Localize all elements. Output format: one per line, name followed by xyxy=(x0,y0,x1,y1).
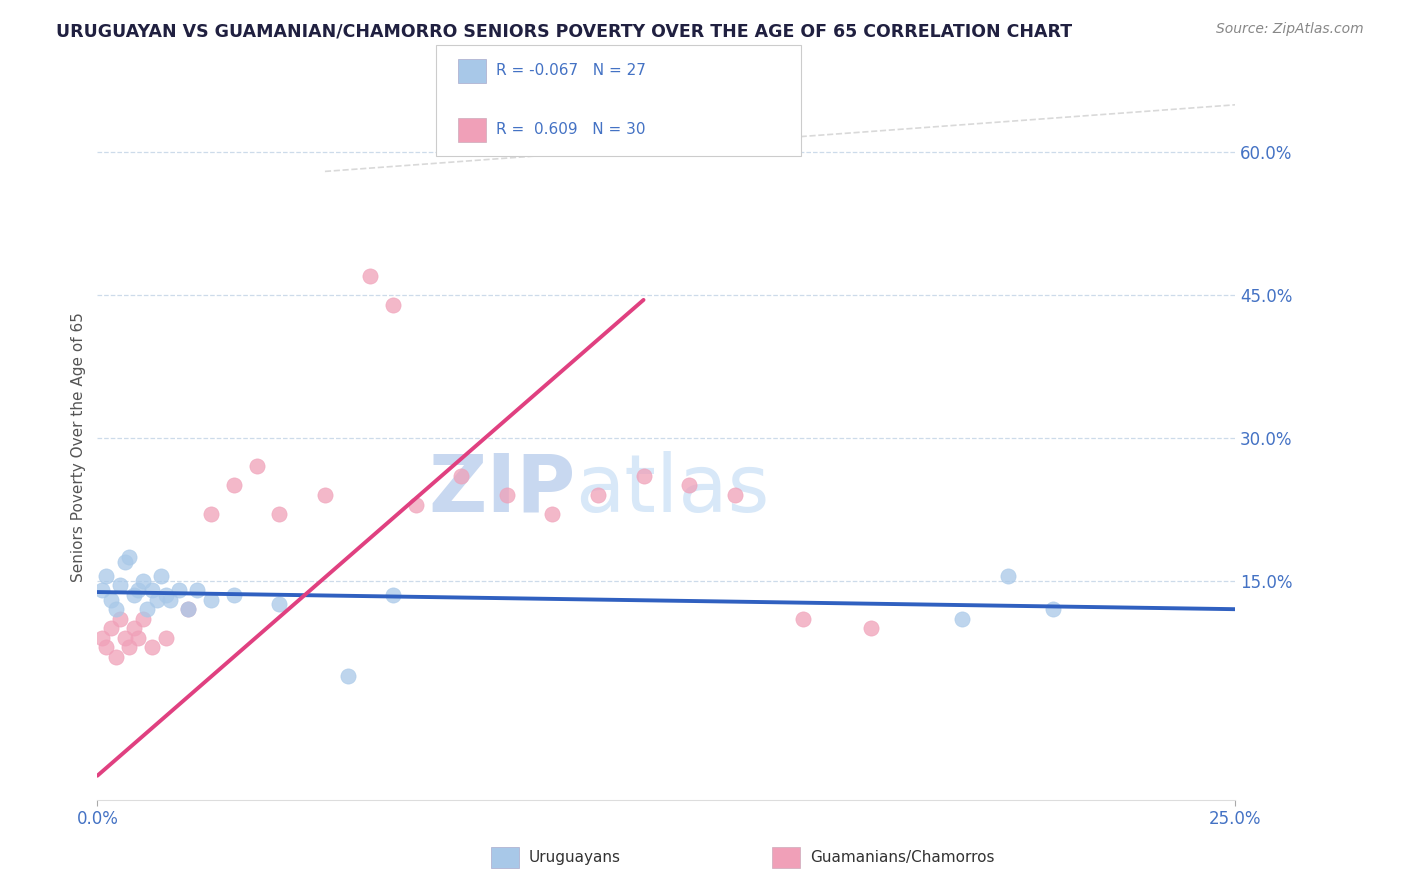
Point xyxy=(382,298,405,312)
Point xyxy=(633,469,655,483)
Point xyxy=(122,588,145,602)
Point xyxy=(359,269,381,284)
Point xyxy=(136,602,159,616)
Point xyxy=(382,588,405,602)
Point xyxy=(96,569,118,583)
Point xyxy=(150,569,173,583)
Point xyxy=(104,602,127,616)
Point xyxy=(177,602,200,616)
Point xyxy=(127,583,149,598)
Point xyxy=(96,640,118,655)
Point xyxy=(141,640,163,655)
Point xyxy=(678,478,700,492)
Point xyxy=(177,602,200,616)
Point xyxy=(132,574,155,588)
Point xyxy=(155,631,177,645)
Point xyxy=(104,649,127,664)
Text: Guamanians/Chamorros: Guamanians/Chamorros xyxy=(810,850,994,864)
Text: atlas: atlas xyxy=(575,450,769,529)
Point xyxy=(186,583,208,598)
Point xyxy=(200,592,222,607)
Point xyxy=(127,631,149,645)
Point xyxy=(169,583,191,598)
Point xyxy=(90,631,112,645)
Point xyxy=(222,478,245,492)
Point xyxy=(132,612,155,626)
Point xyxy=(405,498,427,512)
Point xyxy=(950,612,973,626)
Text: R = -0.067   N = 27: R = -0.067 N = 27 xyxy=(496,63,647,78)
Point xyxy=(723,488,745,502)
Point xyxy=(1042,602,1064,616)
Point xyxy=(246,459,269,474)
Point xyxy=(860,621,883,635)
Text: Uruguayans: Uruguayans xyxy=(529,850,620,864)
Point xyxy=(159,592,181,607)
Point xyxy=(269,598,291,612)
Point xyxy=(222,588,245,602)
Text: ZIP: ZIP xyxy=(427,450,575,529)
Y-axis label: Seniors Poverty Over the Age of 65: Seniors Poverty Over the Age of 65 xyxy=(72,312,86,582)
Point xyxy=(586,488,609,502)
Point xyxy=(122,621,145,635)
Point xyxy=(141,583,163,598)
Text: R =  0.609   N = 30: R = 0.609 N = 30 xyxy=(496,122,645,137)
Point xyxy=(90,583,112,598)
Point xyxy=(108,612,131,626)
Point xyxy=(100,592,122,607)
Text: URUGUAYAN VS GUAMANIAN/CHAMORRO SENIORS POVERTY OVER THE AGE OF 65 CORRELATION C: URUGUAYAN VS GUAMANIAN/CHAMORRO SENIORS … xyxy=(56,22,1073,40)
Point xyxy=(541,507,564,521)
Point xyxy=(114,631,136,645)
Point xyxy=(200,507,222,521)
Point xyxy=(114,555,136,569)
Point xyxy=(450,469,472,483)
Text: Source: ZipAtlas.com: Source: ZipAtlas.com xyxy=(1216,22,1364,37)
Point xyxy=(100,621,122,635)
Point xyxy=(145,592,167,607)
Point xyxy=(155,588,177,602)
Point xyxy=(118,640,141,655)
Point xyxy=(336,669,359,683)
Point xyxy=(269,507,291,521)
Point xyxy=(118,549,141,564)
Point xyxy=(792,612,814,626)
Point xyxy=(997,569,1019,583)
Point xyxy=(108,578,131,592)
Point xyxy=(314,488,336,502)
Point xyxy=(496,488,519,502)
